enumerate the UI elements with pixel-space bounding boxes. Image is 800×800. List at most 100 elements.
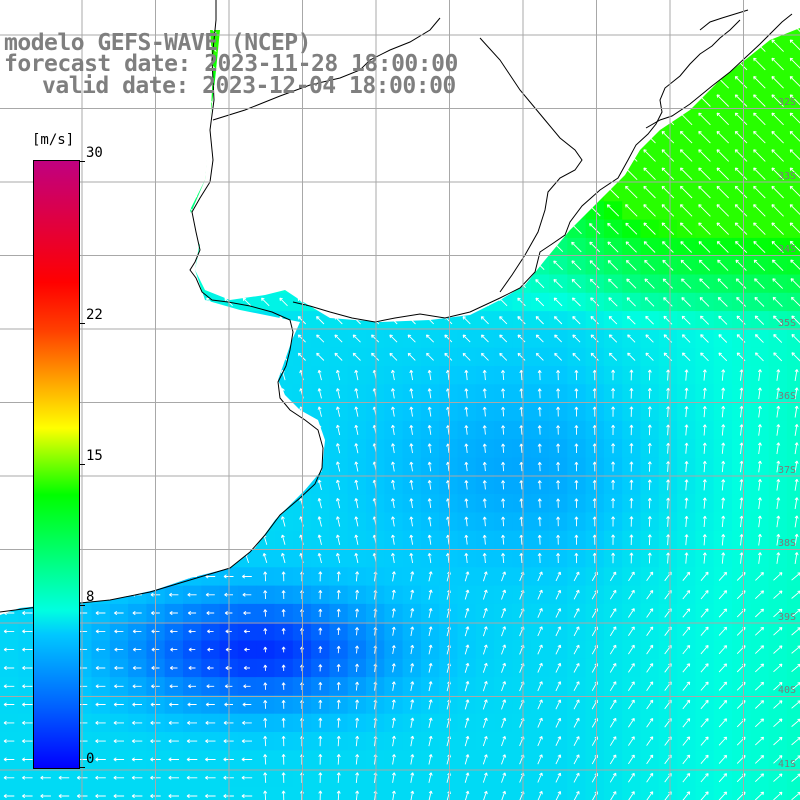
wind-arrow [537,516,542,527]
wind-arrow [608,352,618,361]
wind-arrow [754,590,765,600]
wind-arrow [574,516,579,527]
wind-arrow [187,592,197,597]
wind-arrow [464,571,470,582]
wind-arrow [734,185,748,199]
wind-speed-cell [18,786,38,800]
wind-arrow [610,791,617,800]
wind-arrow [663,334,673,343]
wind-arrow [410,626,415,636]
wind-arrow [700,736,709,746]
wind-arrow [702,497,707,509]
wind-arrow [753,222,766,235]
wind-arrow [681,315,691,325]
wind-arrow [776,497,781,509]
wind-arrow [735,278,747,289]
wind-arrow [427,480,432,490]
wind-arrow [773,773,783,782]
wind-arrow [335,443,341,454]
wind-arrow [684,515,689,527]
wind-speed-cell [786,329,800,349]
wind-arrow [409,388,414,399]
wind-arrow [318,735,323,747]
wind-arrow [482,443,487,453]
wind-arrow [644,297,655,307]
wind-arrow [537,790,543,800]
wind-arrow [40,794,51,799]
wind-arrow [335,406,341,417]
wind-arrow [241,794,253,799]
wind-arrow [757,533,762,546]
wind-arrow [169,629,178,634]
wind-arrow [336,772,341,783]
wind-arrow [464,589,470,600]
wind-arrow [661,204,675,217]
wind-arrow [335,497,341,509]
wind-arrow [169,665,178,670]
wind-speed-cell [786,183,800,202]
wind-arrow [242,592,252,597]
wind-arrow [666,424,671,436]
wind-arrow [554,334,563,343]
wind-arrow [427,369,432,381]
wind-arrow [3,702,15,707]
wind-arrow [573,736,580,747]
wind-arrow [355,589,360,600]
wind-arrow [464,369,469,381]
wind-arrow [721,405,726,418]
wind-arrow [131,775,143,780]
wind-arrow [718,608,728,618]
wind-arrow [501,388,506,399]
wind-arrow [281,628,286,635]
colorbar-tick-label: 0 [86,751,95,767]
wind-arrow [482,388,487,399]
wind-arrow [95,775,106,780]
wind-arrow [645,315,654,325]
wind-arrow [3,665,15,670]
wind-arrow [390,534,395,545]
wind-arrow [716,94,730,107]
wind-arrow [739,534,744,546]
wind-arrow [771,222,784,235]
wind-arrow [666,442,671,454]
wind-speed-cell [786,201,800,221]
wind-arrow [410,681,415,691]
wind-speed-cell [603,786,623,800]
wind-arrow [753,112,766,126]
wind-arrow [682,626,691,636]
wind-arrow [243,684,251,689]
wind-arrow [186,794,198,799]
wind-arrow [95,665,106,670]
wind-arrow [611,534,616,545]
colorbar-tick-label: 15 [86,448,103,464]
wind-arrow [354,424,359,435]
wind-speed-cell [677,786,696,800]
wind-arrow [464,425,469,435]
wind-arrow [186,739,198,744]
wind-arrow [409,424,414,435]
wind-arrow [537,388,542,399]
colorbar-tick-mark [79,322,85,324]
wind-arrow [666,479,671,491]
wind-arrow [501,553,506,564]
wind-arrow [702,515,707,528]
wind-arrow [609,717,617,728]
wind-arrow [537,406,542,417]
wind-arrow [647,534,652,546]
wind-arrow [207,647,214,652]
wind-arrow [241,757,253,762]
wind-arrow [462,352,471,361]
wind-arrow [482,571,488,582]
wind-arrow [680,259,692,271]
wind-arrow [753,240,766,254]
wind-speed-cell [786,732,800,751]
wind-arrow [336,664,341,672]
wind-arrow [336,627,341,636]
wind-speed-cell [786,256,800,275]
wind-arrow [572,334,581,343]
wind-arrow [428,662,433,673]
wind-arrow [205,757,216,762]
wind-arrow [553,278,563,289]
wind-arrow [753,167,766,181]
wind-arrow [3,629,15,634]
